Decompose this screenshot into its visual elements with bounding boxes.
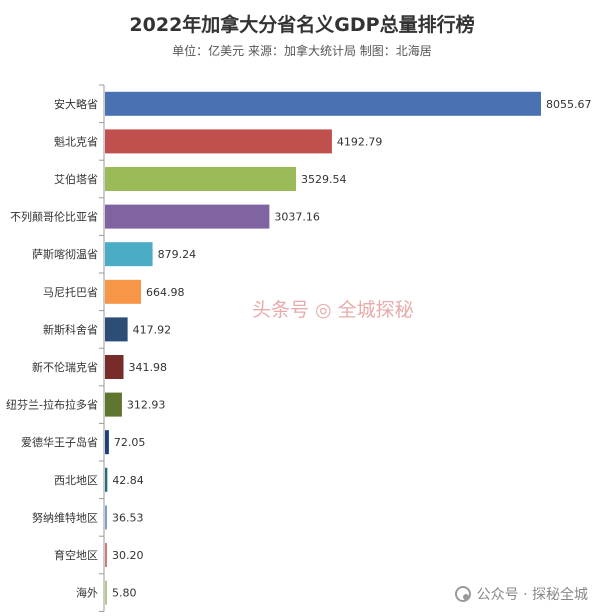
category-label: 安大略省	[54, 97, 98, 111]
category-label: 艾伯塔省	[54, 172, 98, 186]
bar	[105, 505, 107, 530]
watermark-wechat-label: 公众号 · 探秘全城	[476, 587, 588, 603]
bar	[105, 430, 109, 455]
bar	[105, 279, 141, 304]
bar	[105, 580, 107, 605]
data-label: 36.53	[112, 511, 144, 524]
category-label: 新不伦瑞克省	[32, 360, 98, 374]
data-label: 42.84	[112, 474, 143, 487]
data-label: 30.20	[112, 549, 144, 562]
category-label: 魁北克省	[54, 134, 98, 148]
wechat-icon	[454, 586, 471, 602]
category-label: 新斯科舍省	[43, 322, 98, 336]
category-label: 西北地区	[54, 474, 98, 487]
watermark-toutiao: 头条号 ◎ 全城探秘	[252, 299, 414, 321]
data-label: 3529.54	[301, 173, 347, 186]
bar	[105, 317, 128, 342]
bar	[105, 91, 541, 116]
bar	[105, 167, 297, 191]
data-label: 3037.16	[274, 211, 320, 224]
chart-title: 2022年加拿大分省名义GDP总量排行榜	[129, 14, 475, 36]
category-label: 纽芬兰-拉布拉多省	[6, 398, 98, 412]
category-label: 努纳维特地区	[32, 510, 98, 524]
bar	[105, 392, 122, 417]
data-label: 4192.79	[337, 135, 383, 148]
data-label: 8055.67	[546, 98, 592, 111]
bar	[105, 204, 270, 229]
category-label: 海外	[76, 586, 98, 600]
category-label: 马尼托巴省	[43, 285, 98, 299]
bar	[105, 355, 124, 379]
bar	[105, 129, 332, 154]
chart-subtitle: 单位：亿美元 来源：加拿大统计局 制图：北海居	[172, 44, 432, 58]
watermark-wechat: 公众号 · 探秘全城	[454, 584, 588, 604]
data-label: 72.05	[114, 436, 146, 449]
category-label: 育空地区	[54, 548, 98, 562]
category-label: 爱德华王子岛省	[21, 435, 98, 449]
data-label: 312.93	[127, 399, 166, 412]
data-label: 5.80	[112, 587, 137, 600]
data-label: 879.24	[158, 248, 197, 261]
category-label: 不列颠哥伦比亚省	[10, 210, 98, 224]
bar	[105, 242, 153, 267]
data-label: 341.98	[129, 361, 168, 374]
bar	[105, 467, 108, 492]
bar	[105, 543, 107, 567]
category-label: 萨斯喀彻温省	[32, 248, 98, 261]
data-label: 664.98	[146, 286, 185, 299]
data-label: 417.92	[133, 323, 172, 336]
